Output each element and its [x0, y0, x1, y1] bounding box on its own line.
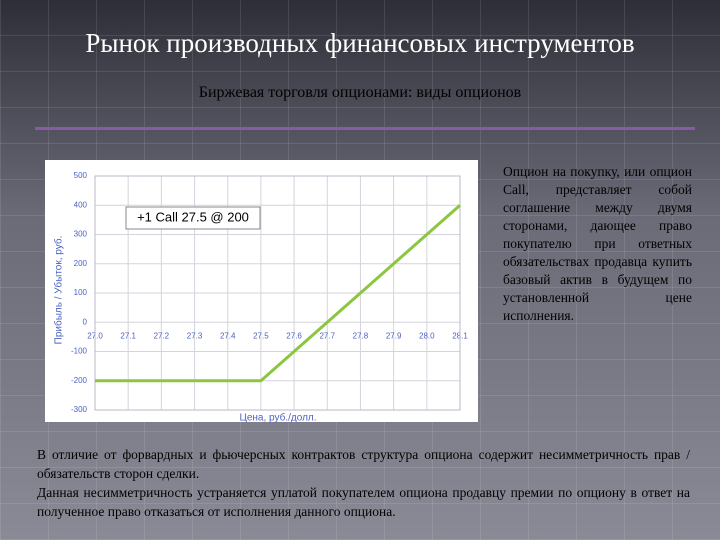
x-tick-label: 27.6 — [286, 331, 302, 340]
x-axis-label: Цена, руб./долл. — [239, 412, 316, 424]
x-tick-label: 27.7 — [319, 331, 335, 340]
bottom-text: В отличие от форвардных и фьючерсных кон… — [37, 445, 690, 521]
chart-panel — [45, 160, 478, 422]
x-tick-label: 27.9 — [386, 331, 402, 340]
x-tick-label: 27.1 — [120, 331, 136, 340]
divider — [35, 127, 695, 130]
paragraph: В отличие от форвардных и фьючерсных кон… — [37, 447, 690, 481]
x-tick-label: 27.4 — [220, 331, 236, 340]
side-text: Опцион на покупку, или опцион Call, пред… — [503, 164, 692, 323]
x-tick-label: 28.0 — [419, 331, 435, 340]
annotation: +1 Call 27.5 @ 200 — [137, 209, 249, 224]
x-tick-label: 27.3 — [187, 331, 203, 340]
y-tick-label: 500 — [74, 171, 88, 180]
x-tick-label: 27.8 — [353, 331, 369, 340]
y-tick-label: 400 — [74, 200, 88, 209]
y-tick-label: 300 — [74, 230, 88, 239]
annotation-box — [125, 206, 261, 230]
y-tick-label: -300 — [71, 405, 88, 414]
y-tick-label: -100 — [71, 347, 88, 356]
y-tick-label: 0 — [83, 317, 88, 326]
y-tick-label: 200 — [74, 259, 88, 268]
slide-title: Рынок производных финансовых инструменто… — [85, 28, 635, 58]
slide-subtitle: Биржевая торговля опционами: виды опцион… — [198, 84, 522, 101]
x-tick-label: 27.5 — [253, 331, 269, 340]
y-axis-label: Прибыль / Убыток, руб. — [53, 236, 65, 345]
x-tick-label: 27.2 — [154, 331, 170, 340]
paragraph: Данная несимметричность устраняется упла… — [37, 485, 690, 519]
plot-border — [94, 175, 461, 411]
payoff-line — [95, 204, 461, 383]
y-tick-label: -200 — [71, 376, 88, 385]
y-tick-label: 100 — [74, 288, 88, 297]
